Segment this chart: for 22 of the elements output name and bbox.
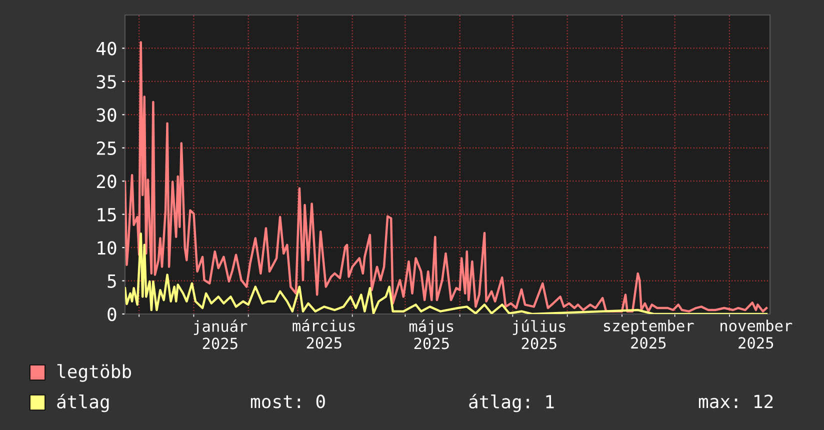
y-tick-label: 35 [96, 74, 116, 89]
x-tick-label: május 2025 [409, 320, 454, 350]
x-tick-label: március 2025 [292, 319, 355, 349]
line-series [125, 232, 768, 314]
x-tick-label: január 2025 [194, 320, 248, 350]
y-tick-label: 10 [98, 241, 116, 255]
x-tick-label: november 2025 [720, 320, 792, 349]
legend-label: átlag [57, 394, 109, 412]
y-tick-label: 15 [98, 208, 116, 222]
text: átlag: 1 [469, 394, 554, 412]
x-tick-label: szeptember 2025 [604, 320, 694, 349]
text: max: 12 [698, 394, 773, 408]
legend-label: legtöbb [57, 364, 132, 382]
y-tick-label: 25 [96, 141, 116, 156]
y-tick-label: 40 [96, 42, 116, 56]
y-tick-label: 5 [108, 274, 116, 288]
y-tick-label: 20 [96, 174, 116, 188]
x-tick-label: július 2025 [512, 320, 566, 350]
y-tick-label: 0 [108, 308, 116, 322]
text: most: 0 [250, 394, 325, 408]
y-tick-label: 30 [96, 108, 116, 122]
line-series [125, 41, 768, 312]
